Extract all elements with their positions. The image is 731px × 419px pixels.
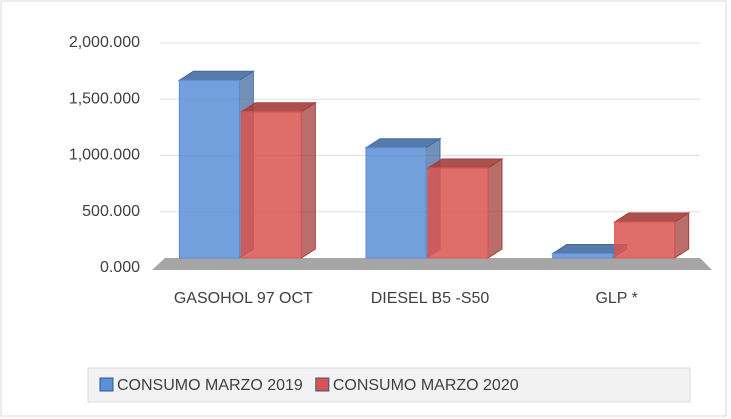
y-tick-label: 500.000 — [82, 203, 140, 220]
x-tick-label: GASOHOL 97 OCT — [173, 290, 313, 307]
x-tick-label: GLP * — [595, 290, 638, 307]
legend-swatch — [99, 377, 114, 392]
bar-face — [487, 158, 503, 259]
legend-swatch — [315, 377, 330, 392]
x-tick-label: DIESEL B5 -S50 — [370, 290, 490, 307]
bar — [426, 158, 504, 259]
legend-label: CONSUMO MARZO 2019 — [117, 377, 303, 394]
bar-face — [365, 147, 427, 259]
bar-face — [427, 167, 489, 259]
bar — [612, 212, 691, 259]
bar-face — [178, 79, 240, 259]
y-tick-label: 2,000.000 — [69, 34, 140, 51]
bar-face — [552, 253, 614, 259]
bar-face — [614, 221, 676, 259]
bar-face — [300, 101, 316, 259]
legend-box — [87, 367, 691, 403]
y-tick-label: 0.000 — [100, 259, 140, 276]
floor — [152, 258, 712, 270]
y-tick-label: 1,000.000 — [69, 147, 140, 164]
legend-label: CONSUMO MARZO 2020 — [333, 377, 519, 394]
bar — [239, 101, 318, 259]
y-tick-label: 1,500.000 — [69, 90, 140, 107]
bar-face — [240, 111, 302, 259]
